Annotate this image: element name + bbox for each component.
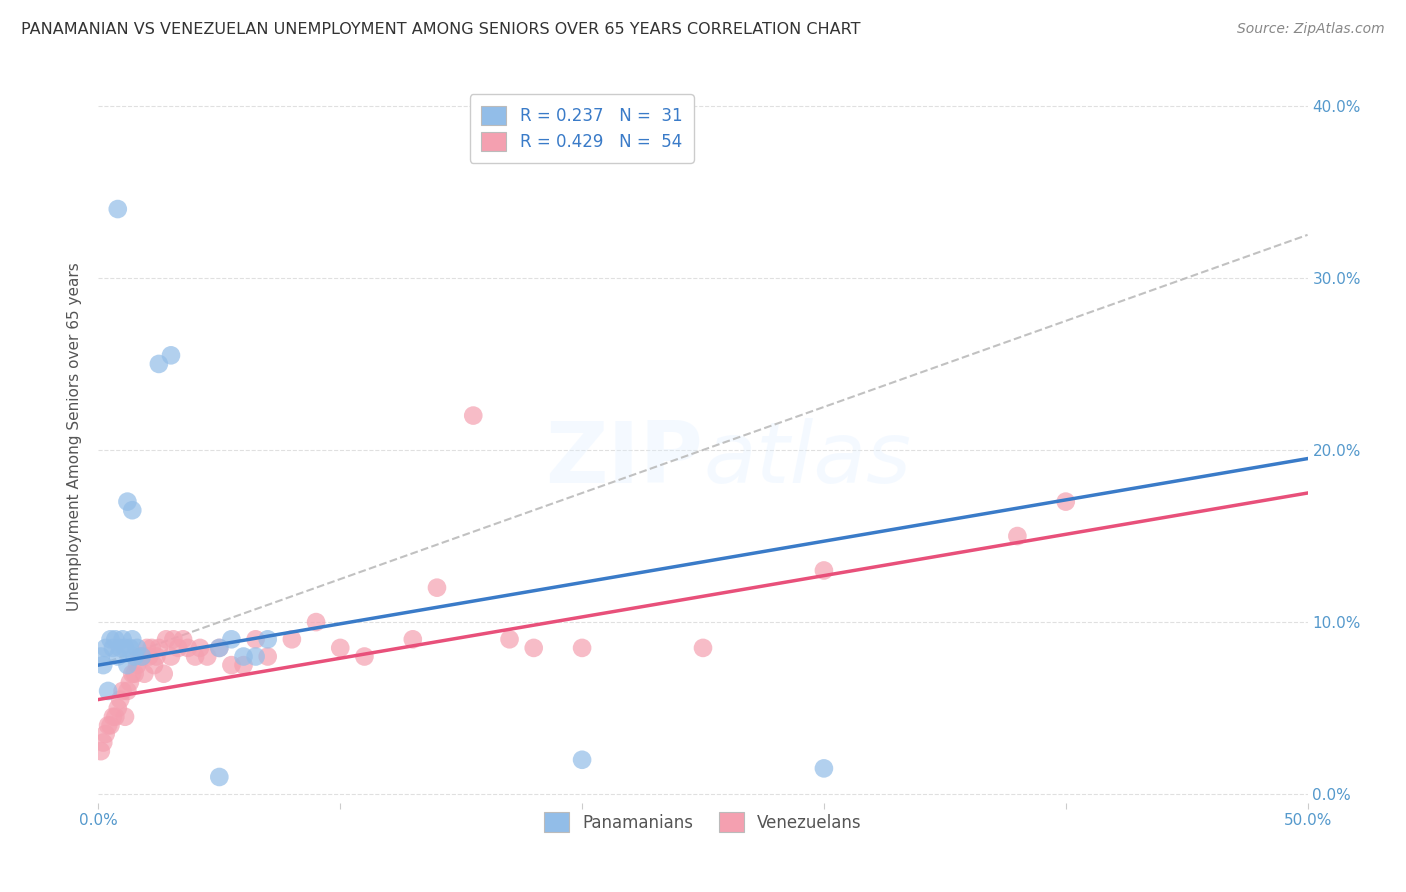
Point	[94, 727, 117, 741]
Point	[100, 632, 122, 647]
Point	[143, 658, 166, 673]
Point	[121, 503, 143, 517]
Point	[118, 640, 141, 655]
Point	[160, 649, 183, 664]
Point	[117, 494, 139, 508]
Text: PANAMANIAN VS VENEZUELAN UNEMPLOYMENT AMONG SENIORS OVER 65 YEARS CORRELATION CH: PANAMANIAN VS VENEZUELAN UNEMPLOYMENT AM…	[21, 22, 860, 37]
Point	[101, 640, 124, 655]
Point	[127, 640, 149, 655]
Point	[1054, 494, 1077, 508]
Point	[1007, 529, 1029, 543]
Point	[148, 357, 170, 371]
Point	[90, 744, 112, 758]
Y-axis label: Unemployment Among Seniors over 65 years: Unemployment Among Seniors over 65 years	[67, 263, 83, 611]
Point	[97, 718, 120, 732]
Point	[124, 666, 146, 681]
Point	[107, 202, 129, 216]
Point	[94, 640, 117, 655]
Point	[245, 649, 267, 664]
Point	[195, 649, 218, 664]
Point	[128, 649, 150, 664]
Point	[108, 692, 131, 706]
Point	[152, 666, 174, 681]
Point	[256, 632, 278, 647]
Point	[121, 632, 143, 647]
Point	[208, 640, 231, 655]
Point	[463, 409, 485, 423]
Point	[256, 649, 278, 664]
Text: atlas: atlas	[703, 417, 911, 500]
Point	[138, 649, 160, 664]
Point	[101, 710, 124, 724]
Text: Source: ZipAtlas.com: Source: ZipAtlas.com	[1237, 22, 1385, 37]
Point	[104, 710, 127, 724]
Point	[813, 564, 835, 578]
Point	[160, 348, 183, 362]
Point	[117, 658, 139, 673]
Point	[498, 632, 520, 647]
Point	[232, 649, 254, 664]
Point	[100, 718, 122, 732]
Point	[107, 649, 129, 664]
Point	[117, 684, 139, 698]
Point	[118, 675, 141, 690]
Point	[131, 649, 153, 664]
Point	[111, 684, 134, 698]
Point	[97, 684, 120, 698]
Point	[221, 658, 243, 673]
Point	[155, 632, 177, 647]
Point	[353, 649, 375, 664]
Point	[111, 632, 134, 647]
Point	[172, 632, 194, 647]
Point	[167, 640, 190, 655]
Point	[329, 640, 352, 655]
Point	[281, 632, 304, 647]
Point	[245, 632, 267, 647]
Point	[90, 649, 112, 664]
Point	[571, 640, 593, 655]
Point	[91, 658, 114, 673]
Point	[813, 761, 835, 775]
Point	[91, 735, 114, 749]
Point	[426, 581, 449, 595]
Text: ZIP: ZIP	[546, 417, 703, 500]
Point	[108, 640, 131, 655]
Point	[208, 640, 231, 655]
Point	[232, 658, 254, 673]
Legend: Panamanians, Venezuelans: Panamanians, Venezuelans	[537, 805, 869, 838]
Point	[135, 640, 157, 655]
Point	[184, 649, 207, 664]
Point	[127, 658, 149, 673]
Point	[134, 666, 156, 681]
Point	[145, 649, 167, 664]
Point	[692, 640, 714, 655]
Point	[177, 640, 200, 655]
Point	[114, 710, 136, 724]
Point	[114, 640, 136, 655]
Point	[141, 640, 163, 655]
Point	[124, 649, 146, 664]
Point	[305, 615, 328, 629]
Point	[402, 632, 425, 647]
Point	[148, 640, 170, 655]
Point	[162, 632, 184, 647]
Point	[571, 753, 593, 767]
Point	[188, 640, 211, 655]
Point	[131, 649, 153, 664]
Point	[221, 632, 243, 647]
Point	[208, 770, 231, 784]
Point	[523, 640, 546, 655]
Point	[121, 666, 143, 681]
Point	[104, 632, 127, 647]
Point	[107, 701, 129, 715]
